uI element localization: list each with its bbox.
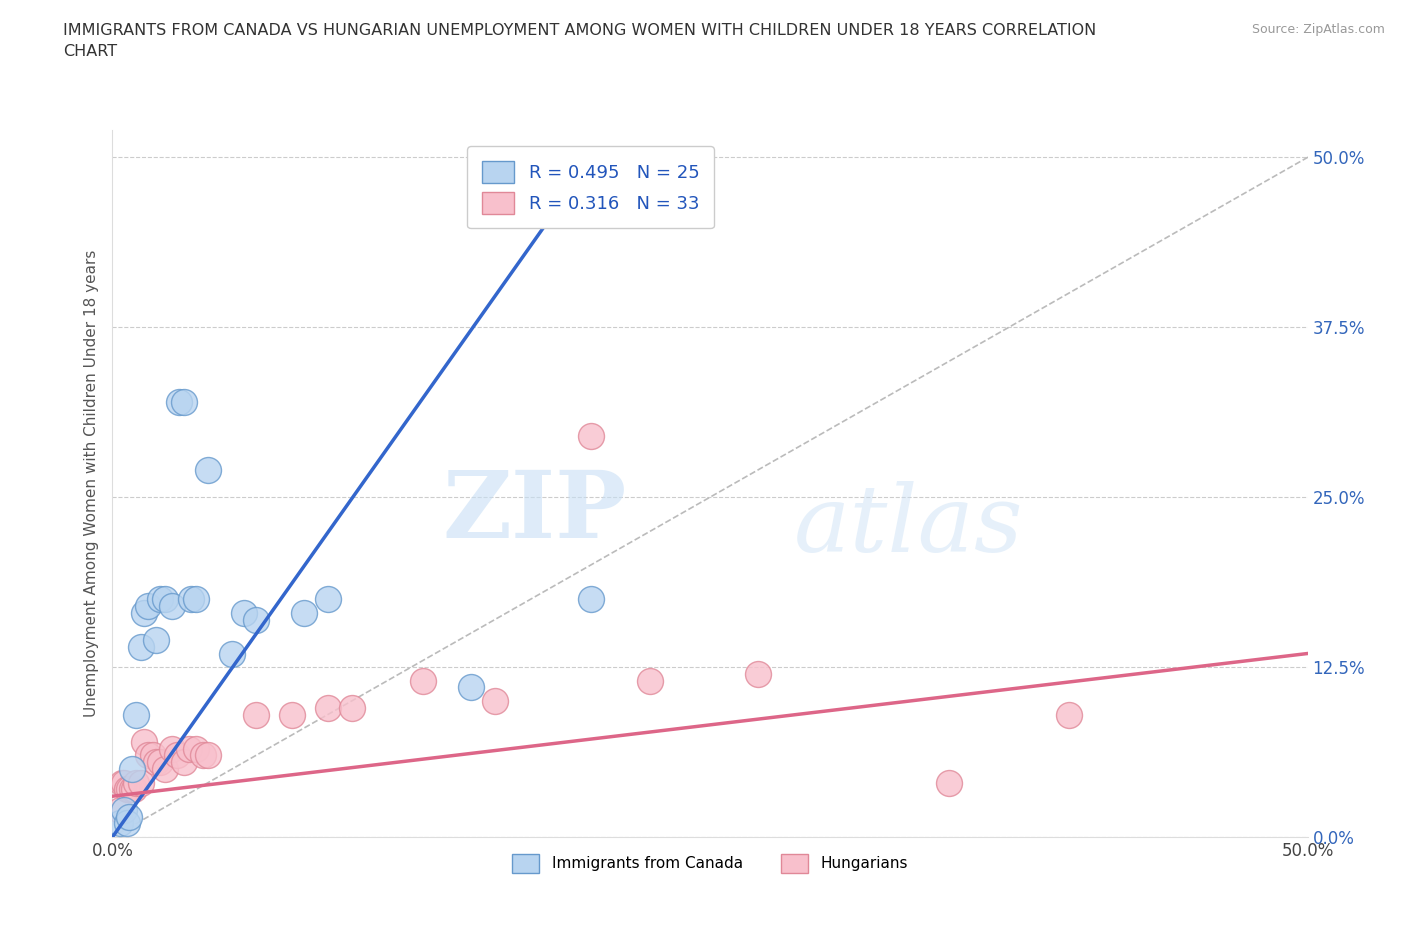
Point	[122, 782, 145, 797]
Text: atlas: atlas	[793, 481, 1024, 571]
Point	[1057, 707, 1080, 722]
Point	[938, 776, 960, 790]
Point	[162, 599, 183, 614]
Point	[173, 394, 195, 409]
Point	[149, 755, 172, 770]
Point	[121, 762, 143, 777]
Point	[114, 803, 135, 817]
Point	[153, 591, 176, 606]
Point	[579, 429, 602, 444]
Point	[153, 762, 176, 777]
Point	[145, 632, 167, 647]
Point	[186, 591, 208, 606]
Point	[142, 748, 165, 763]
Point	[169, 394, 191, 409]
Legend: Immigrants from Canada, Hungarians: Immigrants from Canada, Hungarians	[506, 848, 914, 879]
Point	[145, 755, 167, 770]
Point	[197, 462, 219, 477]
Point	[114, 776, 135, 790]
Point	[132, 735, 155, 750]
Point	[340, 700, 363, 715]
Point	[129, 639, 152, 654]
Point	[108, 816, 131, 830]
Point	[460, 680, 482, 695]
Point	[193, 748, 215, 763]
Point	[233, 605, 256, 620]
Point	[316, 700, 339, 715]
Point	[747, 667, 769, 682]
Point	[138, 599, 160, 614]
Point	[132, 605, 155, 620]
Point	[115, 816, 138, 830]
Point	[111, 776, 134, 790]
Point	[138, 748, 160, 763]
Point	[221, 646, 243, 661]
Point	[180, 591, 202, 606]
Y-axis label: Unemployment Among Women with Children Under 18 years: Unemployment Among Women with Children U…	[83, 250, 98, 717]
Point	[108, 803, 131, 817]
Point	[316, 591, 339, 606]
Point	[412, 673, 434, 688]
Point	[121, 782, 143, 797]
Point	[129, 776, 152, 790]
Point	[484, 694, 506, 709]
Text: ZIP: ZIP	[441, 467, 627, 557]
Point	[125, 707, 148, 722]
Text: IMMIGRANTS FROM CANADA VS HUNGARIAN UNEMPLOYMENT AMONG WOMEN WITH CHILDREN UNDER: IMMIGRANTS FROM CANADA VS HUNGARIAN UNEM…	[63, 23, 1097, 60]
Point	[292, 605, 315, 620]
Point	[115, 782, 138, 797]
Point	[125, 776, 148, 790]
Point	[640, 673, 662, 688]
Point	[281, 707, 304, 722]
Point	[245, 707, 267, 722]
Point	[162, 741, 183, 756]
Text: Source: ZipAtlas.com: Source: ZipAtlas.com	[1251, 23, 1385, 36]
Point	[149, 591, 172, 606]
Point	[173, 755, 195, 770]
Point	[118, 809, 141, 824]
Point	[245, 612, 267, 627]
Point	[579, 591, 602, 606]
Point	[118, 782, 141, 797]
Point	[177, 741, 200, 756]
Point	[166, 748, 188, 763]
Point	[197, 748, 219, 763]
Point	[186, 741, 208, 756]
